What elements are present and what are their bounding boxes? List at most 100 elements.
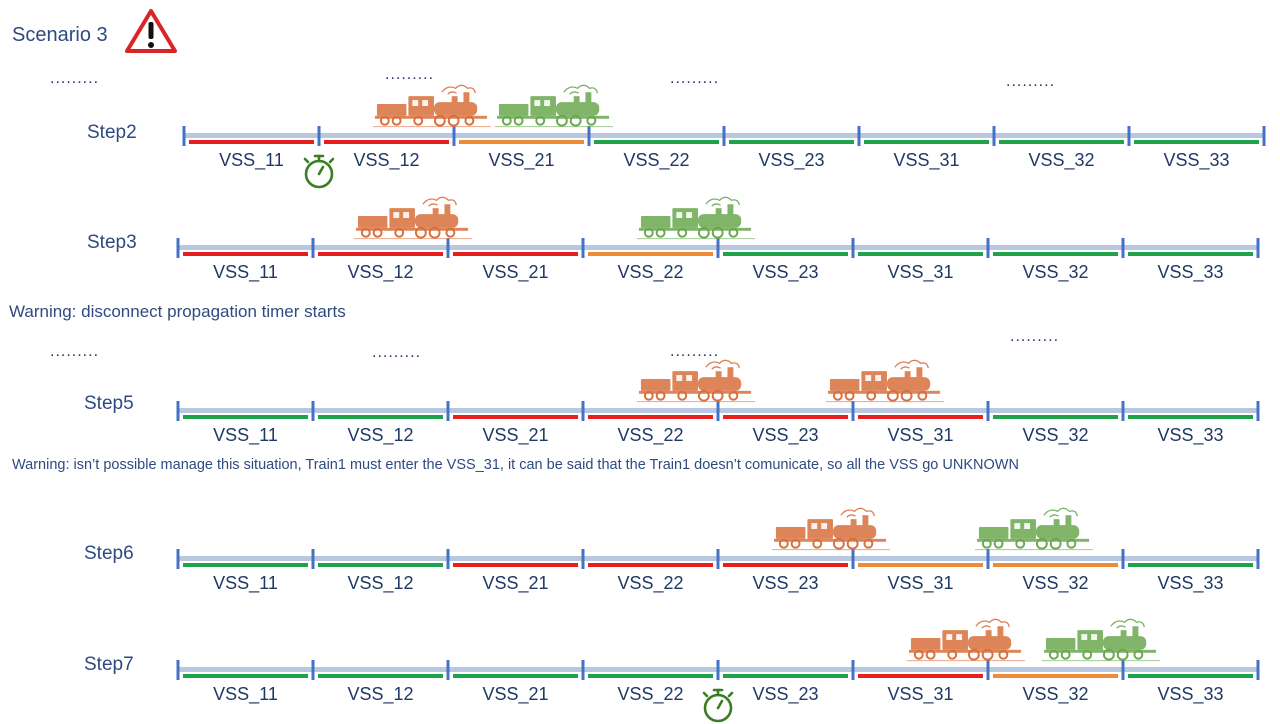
vss-label: VSS_33 [1157, 684, 1224, 704]
ellipsis-marker: ......... [670, 343, 720, 360]
section-boundary-post [446, 660, 450, 680]
vss-state-bar-free [318, 674, 443, 678]
warning-message-unknown: Warning: isn’t possible manage this situ… [12, 457, 1019, 473]
section-boundary-post [581, 660, 585, 680]
step-label: Step6 [84, 543, 134, 564]
vss-state-bar-free [1128, 252, 1253, 256]
vss-state-bar-free [183, 415, 308, 419]
vss-track [176, 401, 1260, 421]
vss-label: VSS_33 [1163, 150, 1230, 170]
scenario-title: Scenario 3 [12, 24, 108, 46]
vss-label: VSS_33 [1157, 425, 1224, 445]
vss-label: VSS_12 [347, 425, 414, 445]
vss-state-bar-free [729, 140, 854, 144]
vss-track [176, 660, 1260, 680]
vss-state-bar-free [1128, 563, 1253, 567]
vss-state-bar-occupied [453, 252, 578, 256]
section-boundary-post [446, 549, 450, 569]
vss-state-bar-free [1128, 674, 1253, 678]
steam-locomotive-icon [907, 618, 1025, 662]
section-boundary-post [587, 126, 591, 146]
section-boundary-post [1121, 401, 1125, 421]
vss-state-bar-occupied [723, 415, 848, 419]
vss-label: VSS_22 [617, 573, 684, 593]
steam-locomotive-icon [494, 84, 613, 128]
vss-state-bar-free [1134, 140, 1259, 144]
section-boundary-post [1256, 238, 1260, 258]
section-boundary-post [851, 238, 855, 258]
vss-label: VSS_21 [482, 573, 549, 593]
section-boundary-post [182, 126, 186, 146]
vss-state-bar-occupied [183, 252, 308, 256]
vss-state-bar-free [318, 563, 443, 567]
ellipsis-marker: ......... [50, 70, 100, 87]
vss-label: VSS_12 [347, 573, 414, 593]
vss-label: VSS_11 [213, 684, 278, 704]
vss-state-bar-occupied [723, 563, 848, 567]
section-boundary-post [311, 660, 315, 680]
vss-label: VSS_32 [1022, 684, 1089, 704]
vss-state-bar-occupied [858, 674, 983, 678]
steam-locomotive-icon [826, 359, 944, 403]
section-boundary-post [986, 549, 990, 569]
vss-state-bar-ambiguous [588, 252, 713, 256]
vss-state-bar-free [594, 140, 719, 144]
vss-state-bar-occupied [453, 563, 578, 567]
section-boundary-post [1121, 660, 1125, 680]
ellipsis-marker: ......... [1010, 328, 1060, 345]
section-boundary-post [1262, 126, 1266, 146]
section-boundary-post [1256, 660, 1260, 680]
vss-state-bar-ambiguous [993, 674, 1118, 678]
steam-locomotive-icon [353, 196, 472, 240]
vss-label: VSS_12 [353, 150, 420, 170]
vss-state-bar-free [183, 563, 308, 567]
vss-label: VSS_31 [887, 425, 954, 445]
vss-state-bar-ambiguous [459, 140, 584, 144]
section-boundary-post [581, 238, 585, 258]
vss-state-bar-occupied [858, 415, 983, 419]
vss-label: VSS_23 [752, 684, 819, 704]
vss-state-bar-occupied [189, 140, 314, 144]
section-boundary-post [716, 549, 720, 569]
vss-label: VSS_23 [758, 150, 825, 170]
vss-label: VSS_11 [219, 150, 284, 170]
vss-label: VSS_11 [213, 262, 278, 282]
stopwatch-icon [303, 154, 335, 189]
steam-locomotive-icon [772, 507, 890, 551]
vss-state-bar-occupied [324, 140, 449, 144]
vss-state-bar-free [318, 415, 443, 419]
section-boundary-post [992, 126, 996, 146]
section-boundary-post [986, 660, 990, 680]
section-boundary-post [716, 660, 720, 680]
section-boundary-post [851, 660, 855, 680]
section-boundary-post [851, 549, 855, 569]
section-boundary-post [716, 238, 720, 258]
vss-state-bar-free [999, 140, 1124, 144]
section-boundary-post [176, 238, 180, 258]
vss-state-bar-free [723, 674, 848, 678]
section-boundary-post [581, 549, 585, 569]
section-boundary-post [311, 549, 315, 569]
steam-locomotive-icon [373, 84, 491, 128]
section-boundary-post [722, 126, 726, 146]
stopwatch-icon [702, 688, 734, 723]
vss-label: VSS_11 [213, 425, 278, 445]
ellipsis-marker: ......... [670, 70, 720, 87]
section-boundary-post [1127, 126, 1131, 146]
section-boundary-post [176, 660, 180, 680]
vss-label: VSS_33 [1157, 262, 1224, 282]
ellipsis-marker: ......... [385, 66, 435, 83]
section-boundary-post [311, 401, 315, 421]
steam-locomotive-icon [974, 507, 1093, 551]
vss-label: VSS_22 [617, 425, 684, 445]
step-label: Step5 [84, 393, 134, 414]
vss-state-bar-occupied [453, 415, 578, 419]
section-boundary-post [851, 401, 855, 421]
vss-label: VSS_32 [1022, 573, 1089, 593]
vss-label: VSS_22 [617, 684, 684, 704]
vss-label: VSS_31 [887, 262, 954, 282]
section-boundary-post [176, 401, 180, 421]
vss-label: VSS_21 [482, 425, 549, 445]
vss-state-bar-free [1128, 415, 1253, 419]
section-boundary-post [311, 238, 315, 258]
